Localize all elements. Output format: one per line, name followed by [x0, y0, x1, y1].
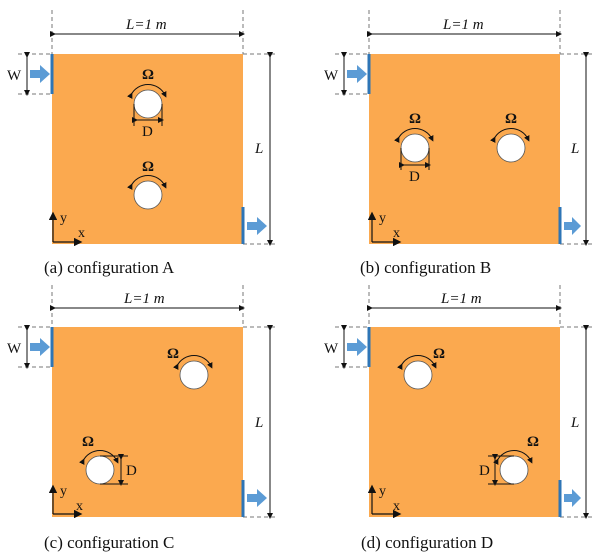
inlet-arrow-icon: [347, 338, 367, 356]
rotation-label: Ω: [82, 434, 94, 450]
outlet-arrow-icon: [564, 217, 581, 235]
height-dim-label: L: [254, 415, 263, 431]
svg-text:y: y: [60, 211, 67, 226]
cylinder-1: Ω: [396, 346, 445, 390]
rotation-label: Ω: [409, 111, 421, 127]
cylinder-2: Ω: [489, 111, 530, 163]
rotation-label: Ω: [527, 434, 539, 450]
axes-icon: y x: [48, 484, 83, 519]
height-dim-label: L: [570, 415, 579, 431]
panel-c: L=1 m W L y x Ω Ω D: [7, 285, 278, 552]
cylinder-1: Ω D: [393, 111, 434, 185]
domain-rect: [369, 54, 560, 244]
rotation-label: Ω: [433, 346, 445, 362]
svg-text:y: y: [379, 484, 386, 499]
axes-icon: y x: [367, 211, 402, 247]
svg-text:x: x: [393, 226, 400, 241]
domain-rect: [369, 327, 560, 517]
svg-text:y: y: [379, 211, 386, 226]
axes-icon: y x: [48, 211, 85, 247]
panel-b: L=1 m W L y x Ω D Ω: [324, 10, 593, 277]
inlet-width-label: W: [324, 68, 339, 84]
svg-text:x: x: [76, 499, 83, 514]
inlet-width-label: W: [7, 341, 22, 357]
cylinder-2: Ω D: [78, 434, 137, 486]
rotation-label: Ω: [142, 67, 154, 83]
svg-text:x: x: [78, 226, 85, 241]
axes-icon: y x: [367, 484, 402, 519]
width-dim-label: L=1 m: [442, 17, 484, 33]
outlet-arrow-icon: [564, 489, 581, 507]
cylinder-1: Ω D: [126, 67, 167, 140]
rotation-label: Ω: [142, 159, 154, 175]
cylinder-1: Ω: [167, 346, 213, 390]
panel-d: L=1 m W L y x Ω Ω D: [324, 285, 593, 552]
svg-text:y: y: [60, 484, 67, 499]
inlet-arrow-icon: [30, 338, 50, 356]
height-dim-label: L: [254, 141, 263, 157]
panel-caption: (d) configuration D: [361, 533, 493, 552]
rotation-label: Ω: [167, 346, 179, 362]
domain-rect: [52, 327, 243, 517]
svg-text:x: x: [393, 499, 400, 514]
panel-caption: (c) configuration C: [44, 533, 174, 552]
panel-caption: (a) configuration A: [44, 258, 175, 277]
inlet-arrow-icon: [347, 65, 367, 83]
outlet-arrow-icon: [247, 217, 267, 235]
inlet-width-label: W: [7, 68, 22, 84]
diameter-label: D: [142, 124, 153, 140]
width-dim-label: L=1 m: [125, 17, 167, 33]
inlet-width-label: W: [324, 341, 339, 357]
diameter-label: D: [126, 463, 137, 479]
rotation-label: Ω: [505, 111, 517, 127]
width-dim-label: L=1 m: [440, 291, 482, 307]
diameter-label: D: [479, 463, 490, 479]
inlet-arrow-icon: [30, 65, 50, 83]
cylinder-2: Ω D: [479, 434, 539, 486]
domain-rect: [52, 54, 243, 244]
outlet-arrow-icon: [247, 489, 267, 507]
panel-caption: (b) configuration B: [360, 258, 491, 277]
diameter-label: D: [409, 169, 420, 185]
cylinder-2: Ω: [126, 159, 167, 210]
width-dim-label: L=1 m: [123, 291, 165, 307]
panel-a: L=1 m W L y x Ω D: [7, 10, 278, 277]
height-dim-label: L: [570, 141, 579, 157]
